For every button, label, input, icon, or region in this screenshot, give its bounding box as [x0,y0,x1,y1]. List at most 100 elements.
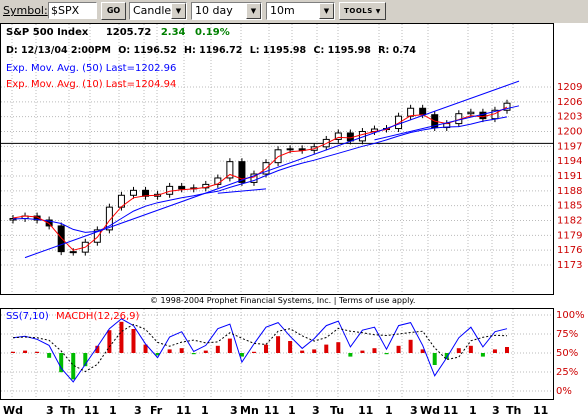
candle-body [298,148,306,151]
low-value: 1195.98 [262,45,307,56]
candle-body [166,185,174,195]
chart-type-select[interactable]: Candle ▼ [129,2,187,20]
time-tick-label: 3 [492,404,500,417]
price-chart-pane[interactable]: S&P 500 Index 1205.72 2.34 0.19% D: 12/1… [0,23,554,295]
price-tick-label: 1188 [557,186,582,197]
macd-bar [384,353,389,355]
go-button[interactable]: GO [101,2,126,20]
interval-select[interactable]: 10m ▼ [266,2,335,20]
indicator-svg[interactable] [1,309,553,399]
macd-bar [432,353,437,365]
candle-body [419,107,427,116]
series-channel-line [374,105,520,141]
time-tick-label: 1 [109,404,117,417]
time-tick-label: 3 [312,404,320,417]
date-label: D: [6,45,18,56]
macd-bar [492,349,497,353]
macd-bar [480,353,485,357]
candle-body [395,115,403,130]
time-tick-label: 11 [176,404,191,417]
open-value: 1196.52 [133,45,177,56]
macd-bar [59,353,64,373]
ema50-legend: Exp. Mov. Avg. (50) Last=1202.96 [6,63,177,74]
candle-body [238,161,246,183]
macd-bar [396,345,401,353]
macd-bar [203,350,208,353]
macd-bar [11,351,15,353]
copyright-notice: © 1998-2004 Prophet Financial Systems, I… [150,296,416,305]
candle-body [93,229,101,243]
chevron-down-icon[interactable]: ▼ [246,3,261,19]
macd-label: MACDH(12,26,9) [55,311,140,322]
macd-bar [251,351,256,353]
candle-body [129,189,137,196]
time-tick-label: 3 [410,404,418,417]
time-tick-label: 11 [358,404,373,417]
indicator-tick-label: 100% [556,310,585,321]
time-axis: Wd 3 Th 11 1 3 Fr 11 1 3 Mn 11 1 3 Tu 11 1 3 Wd 11 1 3 Th 11 [3,404,548,417]
ss-line [12,318,508,383]
candle-body [33,215,41,221]
candle-body [69,251,77,254]
price-tick-label: 1182 [557,216,582,227]
change-value: 2.34 [160,27,186,38]
price-tick-label: 1206 [557,97,582,108]
header-row: S&P 500 Index 1205.72 2.34 0.19% [6,27,230,38]
macd-bar [456,348,461,353]
candle-body [334,132,342,140]
time-tick-label: Wd [420,404,440,417]
time-tick-label: 11 [443,404,458,417]
indicator-tick-label: 75% [556,329,578,340]
ohlc-row: D: 12/13/04 2:00PM O: 1196.52 H: 1196.72… [6,45,416,56]
chevron-down-icon[interactable]: ▼ [171,3,186,19]
macd-bar [131,329,136,353]
price-tick-label: 1185 [557,201,582,212]
candle-body [57,225,65,253]
chevron-down-icon[interactable]: ▼ [319,3,334,19]
candle-body [467,111,475,115]
macd-bar [191,353,196,355]
high-label: H: [184,45,196,56]
time-tick-label: 11 [84,404,99,417]
series-exp-mov-avg-10- [12,106,508,251]
ss-signal-line [12,323,508,373]
range-value: 0.74 [392,45,417,56]
time-tick-label: 3 [134,404,142,417]
price-chart-svg[interactable] [1,24,553,294]
time-tick-label: Tu [330,404,344,417]
macd-histogram [11,321,509,380]
macd-bar [408,339,413,353]
period-select[interactable]: 10 day ▼ [191,2,262,20]
macd-bar [179,348,184,353]
series-exp-mov-avg-50- [12,116,508,233]
tools-button[interactable]: TOOLS ▼ [339,2,386,20]
time-tick-label: 3 [230,404,238,417]
time-tick-label: 3 [46,404,54,417]
close-value: 1195.98 [327,45,371,56]
symbol-input[interactable]: $SPX [48,2,97,19]
price-tick-label: 1203 [557,112,582,123]
price-tick-label: 1176 [557,245,582,256]
price-tick-label: 1173 [557,260,582,271]
candle-body [178,185,186,190]
candle-body [286,148,294,151]
ss-label: SS(7,10) [6,311,49,322]
macd-bar [505,347,509,353]
macd-bar [300,350,305,353]
macd-bar [71,353,76,380]
chevron-down-icon: ▼ [375,8,381,15]
time-tick-label: 1 [385,404,393,417]
macd-bar [167,349,172,353]
indicator-pane[interactable]: SS(7,10) MACDH(12,26,9) [0,308,554,400]
macd-bar [155,353,160,356]
price-grid [1,24,553,294]
candle-body [479,111,487,120]
time-tick-label: 11 [533,404,548,417]
macd-bar [360,350,365,353]
macd-bar [372,348,377,353]
macd-bar [215,345,220,353]
tools-label: TOOLS [344,7,373,15]
ema10-legend: Exp. Mov. Avg. (10) Last=1204.94 [6,79,177,90]
macd-bar [119,321,124,353]
